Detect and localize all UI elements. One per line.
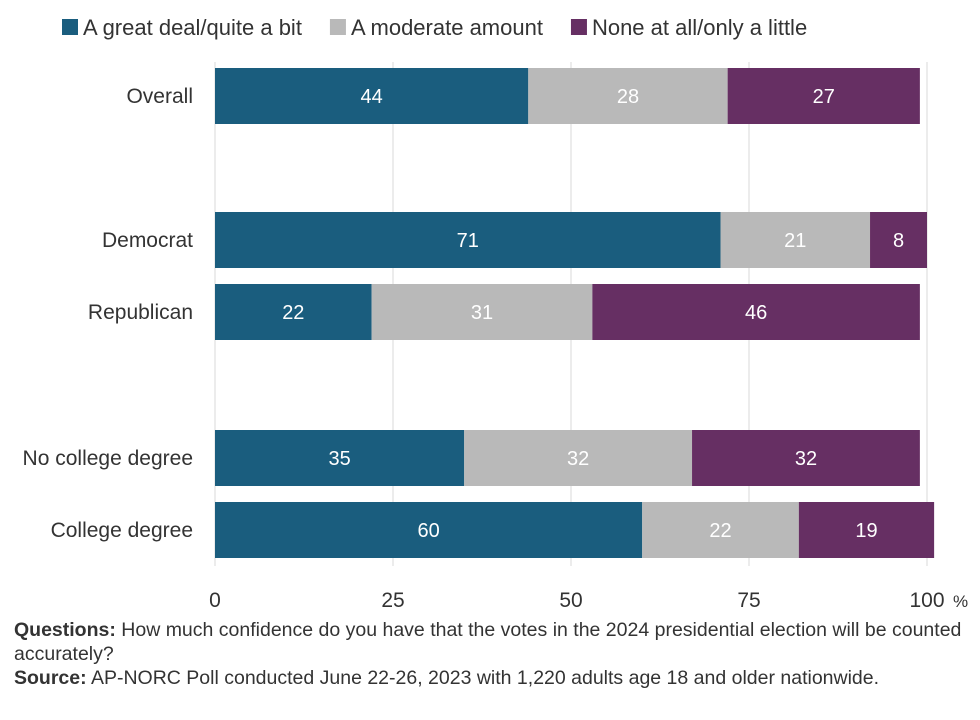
questions-text: How much confidence do you have that the…	[14, 619, 962, 665]
data-label-democrat-none-at-all-only-a-little: 8	[893, 230, 904, 252]
data-label-democrat-a-moderate-amount: 21	[784, 230, 806, 252]
bar-democrat-a-moderate-amount	[720, 212, 871, 268]
bar-no-college-degree-a-great-deal-quite-a-bit	[215, 430, 465, 486]
data-label-republican-a-moderate-amount: 31	[471, 302, 493, 324]
bars: 44 28 27 71 21 8 22 31 46 35 32 32 60 22 19	[215, 68, 935, 558]
legend-swatch-a-moderate-amount	[329, 19, 346, 35]
category-label-no-college-degree: No college degree	[23, 447, 193, 470]
questions-label: Questions:	[14, 619, 116, 641]
bar-college-degree-a-great-deal-quite-a-bit	[215, 502, 643, 558]
x-tick-label-0: 0	[209, 589, 221, 612]
legend-item-none-at-all-only-a-little: None at all/only a little	[570, 15, 807, 40]
legend-label-a-moderate-amount: A moderate amount	[351, 15, 543, 40]
category-label-republican: Republican	[88, 301, 193, 324]
data-label-college-degree-a-great-deal-quite-a-bit: 60	[417, 520, 439, 542]
bar-overall-none-at-all-only-a-little	[727, 68, 920, 124]
x-tick-label-75: 75	[737, 589, 760, 612]
data-label-no-college-degree-a-moderate-amount: 32	[567, 448, 589, 470]
bar-college-degree-none-at-all-only-a-little	[798, 502, 935, 558]
stacked-bar-chart: A great deal/quite a bit A moderate amoun…	[23, 15, 969, 612]
legend-swatch-none-at-all-only-a-little	[570, 19, 587, 35]
legend-item-a-great-deal-quite-a-bit: A great deal/quite a bit	[62, 15, 302, 40]
bar-college-degree-a-moderate-amount	[642, 502, 799, 558]
legend-label-none-at-all-only-a-little: None at all/only a little	[592, 15, 807, 40]
bar-republican-a-great-deal-quite-a-bit	[215, 284, 372, 340]
chart-notes: Questions: How much confidence do you ha…	[14, 618, 974, 690]
x-axis-ticks: 0 25 50 75 100%	[209, 589, 968, 612]
data-label-college-degree-none-at-all-only-a-little: 19	[855, 520, 877, 542]
data-label-college-degree-a-moderate-amount: 22	[709, 520, 731, 542]
data-label-republican-none-at-all-only-a-little: 46	[745, 302, 767, 324]
legend-swatch-a-great-deal-quite-a-bit	[62, 19, 78, 35]
questions-note: Questions: How much confidence do you ha…	[14, 618, 974, 666]
category-labels: Overall Democrat Republican No college degr…	[23, 85, 194, 542]
legend-item-a-moderate-amount: A moderate amount	[329, 15, 543, 40]
source-text: AP-NORC Poll conducted June 22-26, 2023 …	[86, 667, 880, 689]
x-axis-unit: %	[953, 592, 968, 611]
category-label-overall: Overall	[126, 85, 193, 108]
bar-republican-none-at-all-only-a-little	[592, 284, 920, 340]
bar-no-college-degree-none-at-all-only-a-little	[692, 430, 920, 486]
data-label-no-college-degree-none-at-all-only-a-little: 32	[795, 448, 817, 470]
source-label: Source:	[14, 667, 87, 689]
x-tick-label-25: 25	[381, 589, 404, 612]
legend: A great deal/quite a bit A moderate amoun…	[62, 15, 807, 40]
bar-overall-a-moderate-amount	[528, 68, 728, 124]
data-label-no-college-degree-a-great-deal-quite-a-bit: 35	[328, 448, 350, 470]
data-label-republican-a-great-deal-quite-a-bit: 22	[282, 302, 304, 324]
bar-no-college-degree-a-moderate-amount	[464, 430, 693, 486]
category-label-democrat: Democrat	[102, 229, 193, 252]
bar-overall-a-great-deal-quite-a-bit	[215, 68, 529, 124]
bar-republican-a-moderate-amount	[371, 284, 593, 340]
x-tick-label-100: 100	[909, 589, 944, 612]
bar-democrat-none-at-all-only-a-little	[870, 212, 927, 268]
source-note: Source: AP-NORC Poll conducted June 22-2…	[14, 666, 974, 690]
x-tick-label-50: 50	[559, 589, 582, 612]
data-label-overall-none-at-all-only-a-little: 27	[813, 86, 835, 108]
data-label-overall-a-great-deal-quite-a-bit: 44	[361, 86, 383, 108]
legend-label-a-great-deal-quite-a-bit: A great deal/quite a bit	[83, 15, 302, 40]
data-label-overall-a-moderate-amount: 28	[617, 86, 639, 108]
data-label-democrat-a-great-deal-quite-a-bit: 71	[457, 230, 479, 252]
category-label-college-degree: College degree	[51, 519, 193, 542]
bar-democrat-a-great-deal-quite-a-bit	[215, 212, 721, 268]
